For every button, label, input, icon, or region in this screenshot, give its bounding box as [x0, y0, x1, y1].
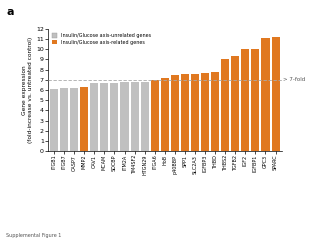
Bar [241, 49, 249, 151]
Bar [252, 49, 260, 151]
Legend: Insulin/Glucose axis-unrelated genes, Insulin/Glucose axis-related genes: Insulin/Glucose axis-unrelated genes, In… [51, 31, 153, 47]
Bar [191, 74, 199, 151]
Bar [151, 80, 159, 151]
Text: a: a [6, 7, 14, 17]
Bar [121, 82, 129, 151]
Bar [181, 74, 189, 151]
Bar [70, 89, 78, 151]
Bar [100, 83, 108, 151]
Bar [60, 89, 68, 151]
Bar [201, 73, 209, 151]
Bar [272, 37, 280, 151]
Bar [140, 82, 149, 151]
Bar [211, 72, 219, 151]
Bar [161, 78, 169, 151]
Bar [80, 87, 88, 151]
Bar [231, 56, 239, 151]
Bar [131, 82, 139, 151]
Text: > 7-fold: > 7-fold [283, 77, 306, 82]
Bar [171, 75, 179, 151]
Bar [110, 83, 118, 151]
Text: Supplemental Figure 1: Supplemental Figure 1 [6, 233, 62, 238]
Bar [221, 60, 229, 151]
Y-axis label: Gene expression
(fold-increase vs. untreated control): Gene expression (fold-increase vs. untre… [22, 37, 33, 143]
Bar [50, 89, 58, 151]
Bar [90, 83, 98, 151]
Bar [261, 38, 269, 151]
